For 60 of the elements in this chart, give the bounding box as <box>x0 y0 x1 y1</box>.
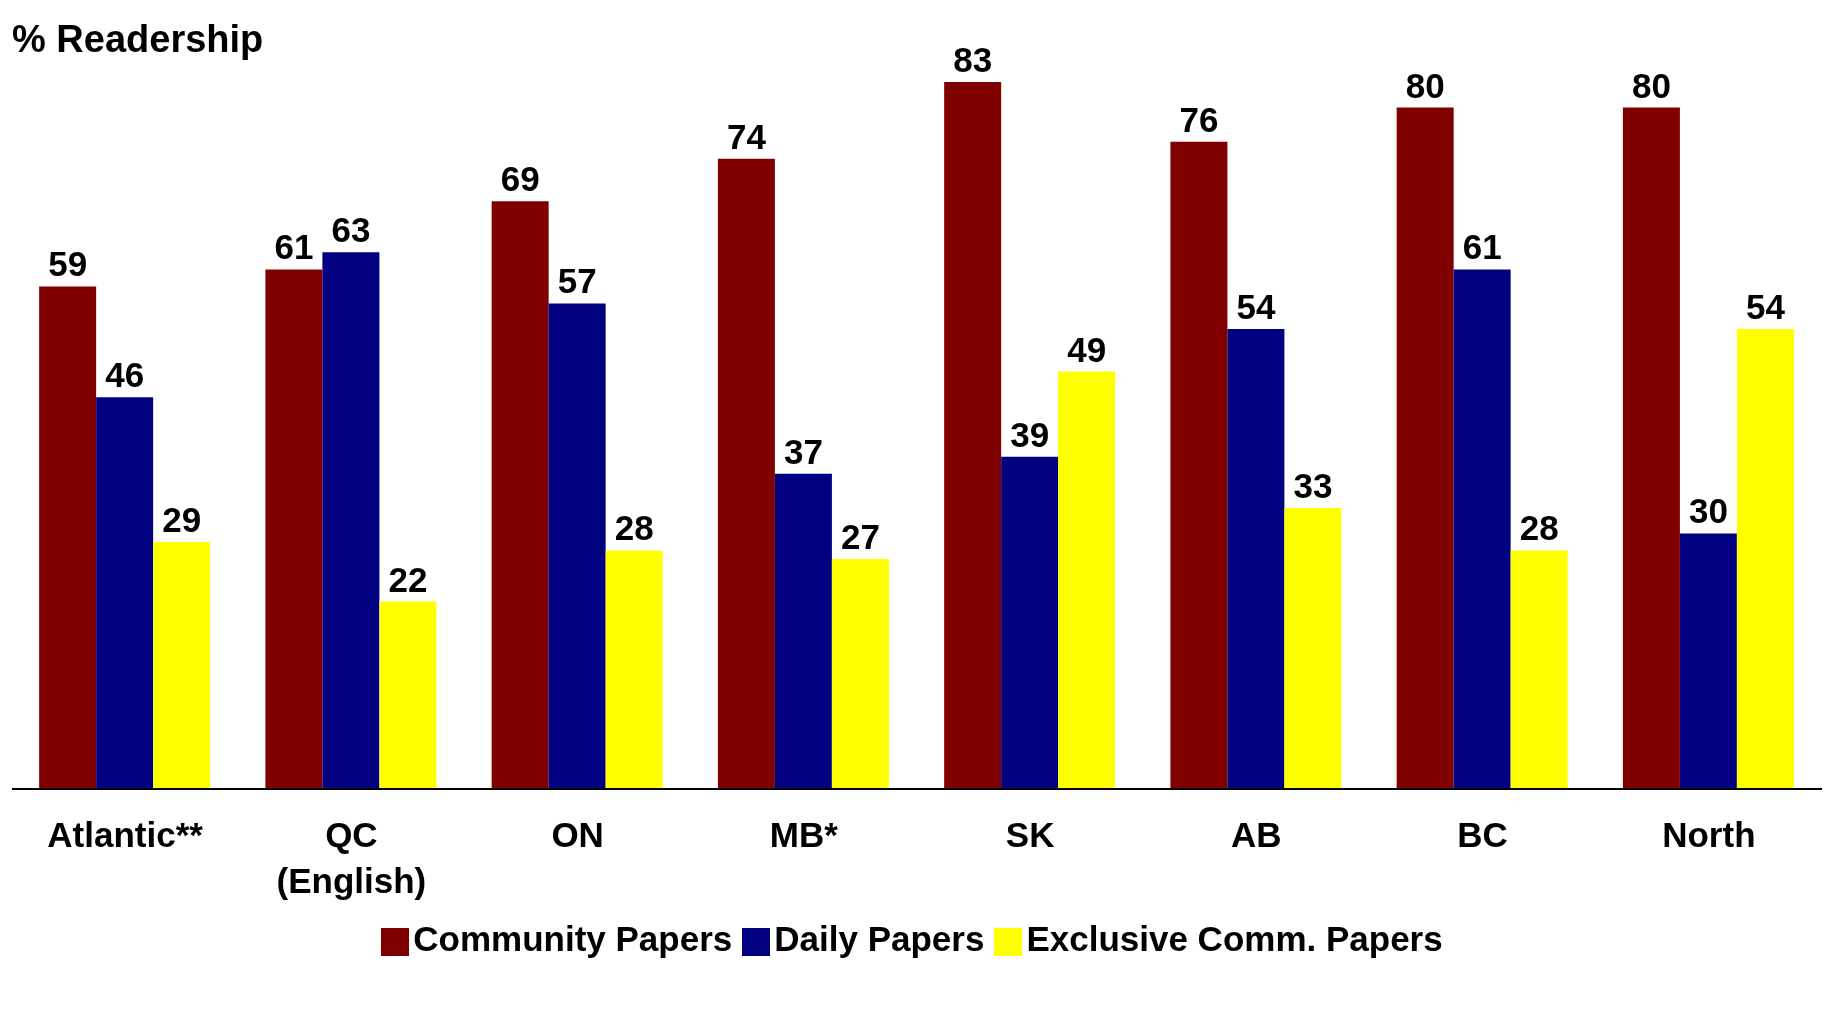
bar <box>717 158 775 789</box>
data-label: 22 <box>388 559 428 599</box>
bar <box>1396 107 1454 789</box>
data-label: 69 <box>500 159 540 199</box>
data-label: 28 <box>614 508 654 548</box>
data-label: 27 <box>840 517 880 557</box>
legend-label: Daily Papers <box>774 919 985 958</box>
data-label: 30 <box>1688 491 1728 531</box>
x-tick-label: MB* <box>769 815 839 854</box>
legend-label: Community Papers <box>413 919 733 958</box>
data-label: 63 <box>331 210 371 250</box>
data-label: 74 <box>726 116 767 156</box>
x-tick-label: AB <box>1231 815 1282 854</box>
data-label: 61 <box>274 227 314 267</box>
legend-label: Exclusive Comm. Papers <box>1026 919 1443 958</box>
bar <box>831 559 889 789</box>
data-label: 83 <box>953 40 993 79</box>
data-label: 46 <box>105 355 145 395</box>
bar <box>1170 141 1228 789</box>
x-tick-label: BC <box>1457 815 1508 854</box>
bar <box>774 473 832 789</box>
bar <box>944 82 1002 789</box>
bar <box>322 252 380 789</box>
data-label: 76 <box>1179 99 1219 139</box>
bar <box>96 397 154 789</box>
x-tick-label: North <box>1662 815 1756 854</box>
bar <box>1679 533 1737 789</box>
bar <box>605 550 663 789</box>
chart-title: % Readership <box>12 18 264 61</box>
data-label: 54 <box>1745 287 1786 327</box>
data-label: 33 <box>1293 465 1333 505</box>
bar <box>1736 329 1794 789</box>
data-label: 37 <box>783 431 823 471</box>
x-tick-label: ON <box>551 815 604 854</box>
bar <box>1227 329 1285 789</box>
data-label: 39 <box>1010 414 1050 454</box>
data-label: 57 <box>557 261 597 301</box>
x-tick-label: QC (English) <box>276 815 427 900</box>
bar <box>265 269 323 789</box>
bar <box>1001 456 1059 789</box>
bar <box>491 201 549 789</box>
data-label: 80 <box>1405 65 1445 105</box>
data-label: 28 <box>1519 508 1559 548</box>
data-label: 54 <box>1236 287 1276 327</box>
bar <box>379 601 437 789</box>
bar <box>1058 371 1116 789</box>
data-label: 29 <box>162 499 202 539</box>
x-tick-label: SK <box>1005 815 1055 854</box>
bar <box>1510 550 1568 789</box>
data-label: 80 <box>1631 65 1671 105</box>
bar <box>39 286 97 789</box>
data-label: 59 <box>48 244 88 284</box>
data-label: 61 <box>1462 227 1502 267</box>
bar <box>1622 107 1680 789</box>
bar <box>548 303 606 789</box>
x-tick-label: Atlantic** <box>47 815 204 854</box>
bar <box>1453 269 1511 789</box>
bar <box>1284 507 1342 789</box>
bar <box>153 541 211 789</box>
data-label: 49 <box>1067 329 1107 369</box>
